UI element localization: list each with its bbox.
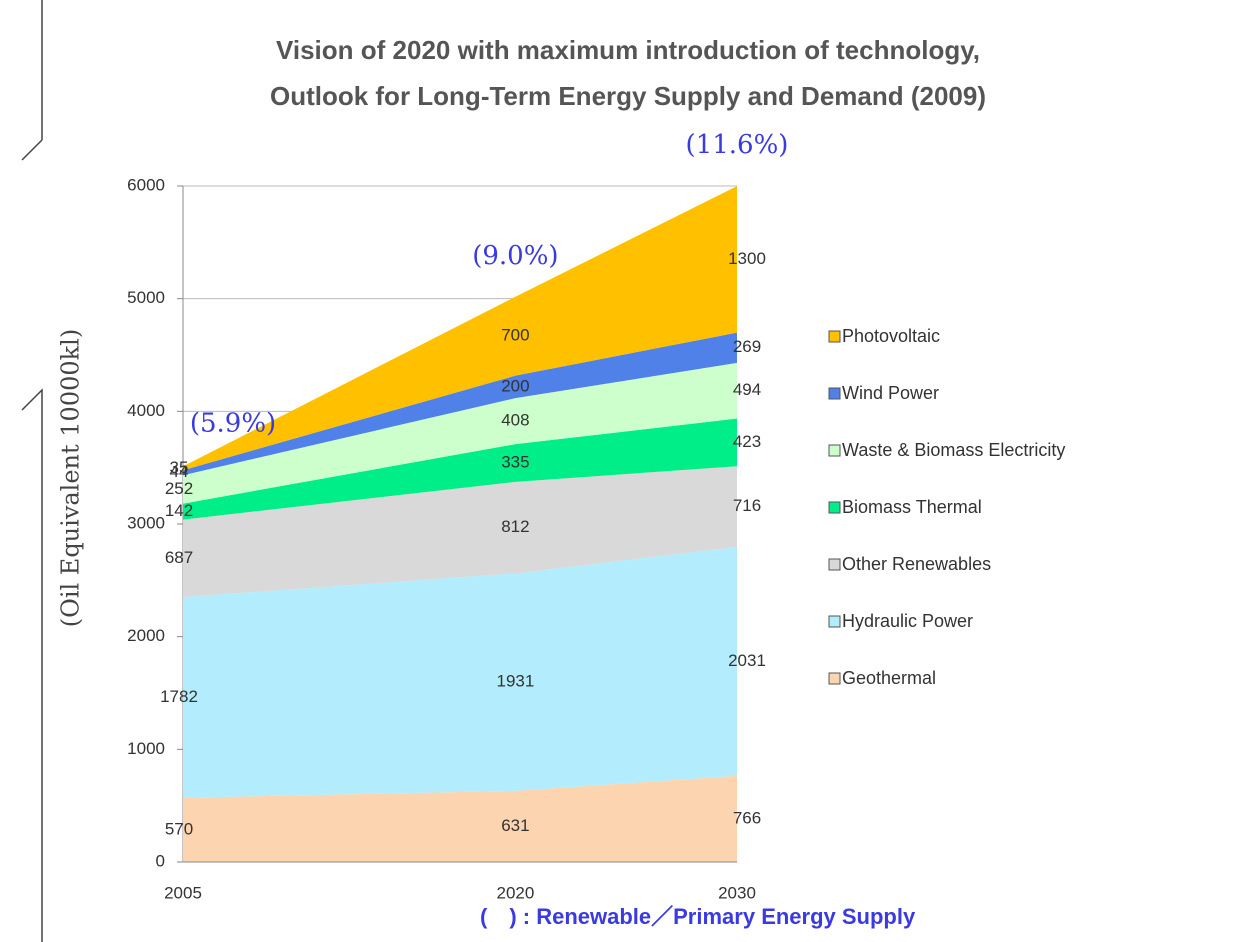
- area: [183, 186, 737, 471]
- y-tick-label: 2000: [127, 626, 165, 645]
- data-label: 335: [501, 452, 529, 471]
- data-label: 408: [501, 411, 529, 430]
- legend-label: Biomass Thermal: [842, 497, 982, 517]
- legend-label: Waste & Biomass Electricity: [842, 440, 1065, 460]
- legend-swatch: [828, 387, 841, 400]
- area: [183, 362, 737, 504]
- footnote: ( ) : Renewable／Primary Energy Supply: [480, 904, 916, 929]
- y-tick-label: 6000: [127, 175, 165, 194]
- legend-label: Geothermal: [842, 668, 936, 688]
- data-label: 252: [165, 479, 193, 498]
- legend-swatch: [828, 558, 841, 571]
- area: [183, 466, 737, 598]
- legend-swatch: [828, 501, 841, 514]
- y-axis-label: (Oil Equivalent 10000kl): [57, 329, 85, 627]
- data-label: 570: [165, 819, 193, 838]
- x-tick-label: 2020: [496, 883, 534, 902]
- data-label: 812: [501, 517, 529, 536]
- data-label: 1931: [496, 672, 534, 691]
- data-label: 1300: [728, 249, 766, 268]
- data-label: 494: [733, 380, 761, 399]
- data-label: 700: [501, 326, 529, 345]
- legend-swatch: [828, 330, 841, 343]
- x-tick-label: 2030: [718, 883, 756, 902]
- legend-swatch: [828, 672, 841, 685]
- data-label: 716: [733, 496, 761, 515]
- area: [183, 418, 737, 520]
- legend-label: Other Renewables: [842, 554, 991, 574]
- y-tick-label: 3000: [127, 513, 165, 532]
- chart-title: Vision of 2020 with maximum introduction…: [276, 35, 980, 65]
- data-label: 44: [170, 462, 189, 481]
- legend-label: Wind Power: [842, 383, 939, 403]
- y-tick-label: 1000: [127, 739, 165, 758]
- data-label: 687: [165, 548, 193, 567]
- legend-label: Hydraulic Power: [842, 611, 973, 631]
- legend-label: Photovoltaic: [842, 326, 940, 346]
- data-label: 142: [165, 501, 193, 520]
- legend-swatch: [828, 444, 841, 457]
- y-tick-label: 5000: [127, 288, 165, 307]
- data-label: 631: [501, 816, 529, 835]
- share-label: (9.0%): [472, 241, 558, 271]
- frame: [21, 139, 43, 161]
- frame: [21, 388, 43, 942]
- data-label: 1782: [160, 687, 198, 706]
- share-label: (11.6%): [686, 130, 789, 160]
- data-label: 200: [501, 376, 529, 395]
- area: [183, 775, 737, 862]
- legend-swatch: [828, 615, 841, 628]
- y-tick-label: 4000: [127, 401, 165, 420]
- data-label: 423: [733, 432, 761, 451]
- data-label: 269: [733, 337, 761, 356]
- share-label: (5.9%): [190, 408, 276, 438]
- area: [183, 332, 737, 476]
- area: [183, 546, 737, 798]
- data-label: 766: [733, 808, 761, 827]
- x-tick-label: 2005: [164, 883, 202, 902]
- data-label: 35: [170, 458, 189, 477]
- data-label: 2031: [728, 651, 766, 670]
- y-tick-label: 0: [156, 851, 165, 870]
- chart-title: Outlook for Long-Term Energy Supply and …: [270, 81, 986, 111]
